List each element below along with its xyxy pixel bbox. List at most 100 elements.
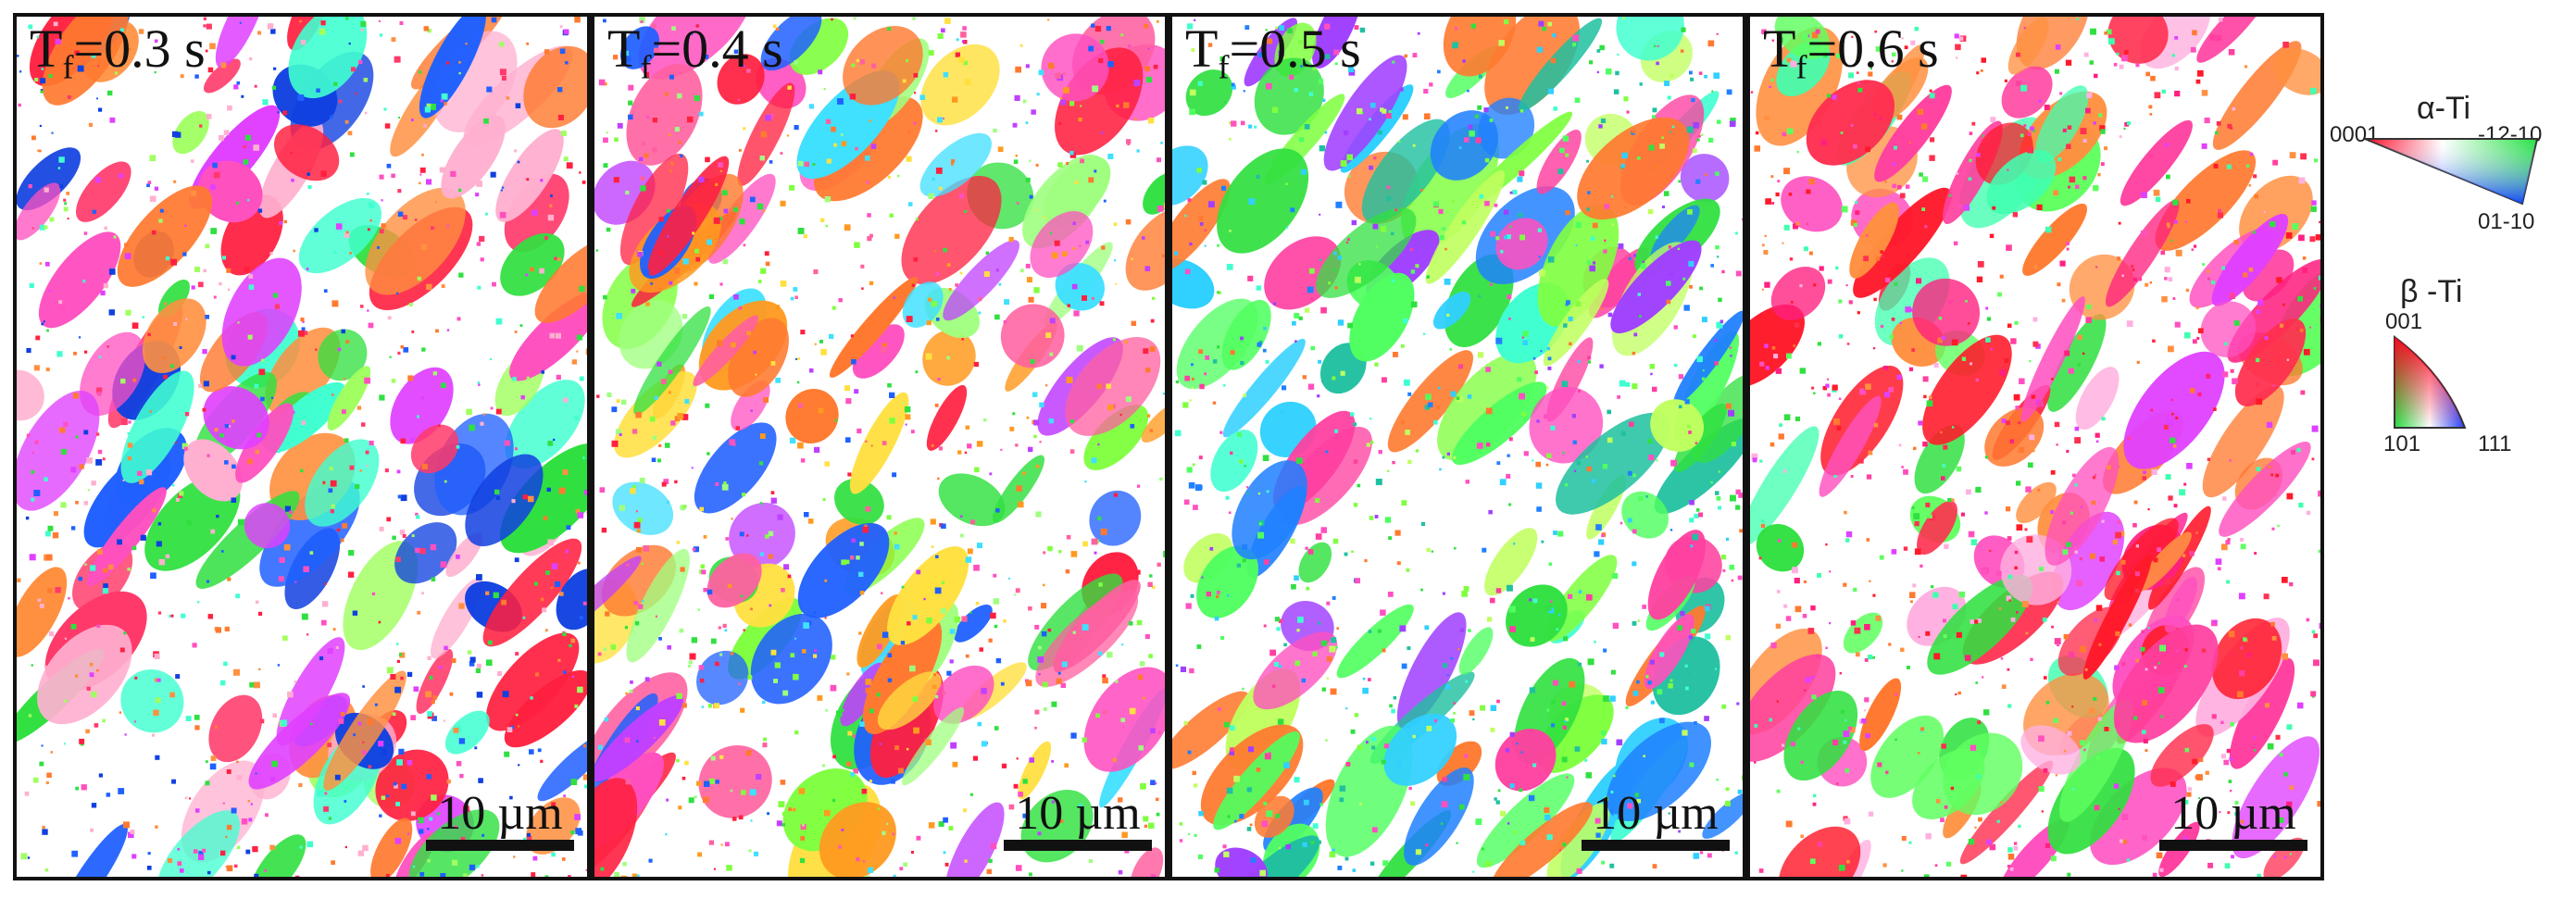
- speckle: [1415, 449, 1419, 453]
- speckle: [1038, 673, 1041, 676]
- speckle: [64, 743, 66, 745]
- speckle: [501, 75, 506, 81]
- speckle: [456, 555, 460, 559]
- speckle: [2093, 121, 2096, 125]
- speckle: [63, 206, 69, 212]
- speckle: [909, 665, 916, 672]
- speckle: [44, 225, 48, 230]
- speckle: [2240, 646, 2244, 650]
- speckle: [2228, 780, 2232, 783]
- speckle: [1175, 380, 1179, 384]
- speckle: [782, 823, 785, 827]
- speckle: [1408, 786, 1412, 791]
- speckle: [417, 610, 421, 615]
- speckle: [1458, 364, 1463, 369]
- speckle: [858, 571, 864, 578]
- speckle: [55, 587, 61, 593]
- speckle: [1546, 708, 1550, 712]
- speckle: [2009, 867, 2014, 871]
- speckle: [1359, 27, 1366, 33]
- speckle: [1013, 783, 1019, 789]
- speckle: [1417, 31, 1420, 35]
- speckle: [445, 61, 450, 65]
- speckle: [1975, 681, 1978, 684]
- grain: [1491, 802, 1593, 877]
- speckle: [1639, 82, 1643, 86]
- speckle: [1689, 762, 1694, 768]
- speckle: [1266, 490, 1269, 493]
- speckle: [933, 250, 937, 253]
- grain: [943, 240, 1019, 321]
- speckle: [1199, 222, 1204, 226]
- speckle: [1598, 539, 1605, 545]
- speckle: [220, 62, 227, 69]
- speckle: [1191, 48, 1195, 52]
- speckle: [2006, 244, 2012, 251]
- speckle: [844, 559, 850, 565]
- speckle: [794, 357, 797, 360]
- speckle: [1112, 767, 1116, 769]
- speckle: [1771, 39, 1775, 42]
- speckle: [1091, 23, 1095, 28]
- speckle: [209, 763, 217, 770]
- speckle: [1346, 154, 1353, 161]
- speckle: [950, 742, 957, 749]
- speckle: [2101, 417, 2106, 421]
- speckle: [185, 318, 188, 321]
- speckle: [1827, 279, 1832, 284]
- speckle: [2238, 593, 2245, 600]
- speckle: [1136, 149, 1140, 153]
- orientation-map: [17, 17, 587, 877]
- speckle: [1520, 751, 1523, 754]
- speckle: [705, 403, 710, 408]
- speckle: [889, 418, 895, 424]
- grain: [594, 556, 642, 637]
- speckle: [1150, 780, 1156, 785]
- speckle: [67, 218, 69, 220]
- speckle: [1230, 350, 1235, 356]
- speckle: [2066, 449, 2070, 453]
- speckle: [1304, 124, 1310, 130]
- speckle: [1124, 340, 1128, 343]
- speckle: [180, 868, 184, 873]
- speckle: [1257, 531, 1264, 539]
- speckle: [386, 667, 394, 674]
- speckle: [1620, 431, 1626, 436]
- speckle: [1095, 713, 1100, 718]
- speckle: [456, 444, 460, 449]
- speckle: [64, 699, 68, 703]
- speckle: [677, 413, 684, 419]
- speckle: [1611, 195, 1614, 198]
- speckle: [1437, 386, 1441, 390]
- grain: [1196, 545, 1258, 618]
- speckle: [1951, 339, 1958, 346]
- speckle: [294, 581, 297, 583]
- speckle: [1407, 459, 1412, 465]
- speckle: [1247, 275, 1254, 281]
- speckle: [707, 704, 713, 708]
- speckle: [545, 570, 550, 575]
- speckle: [1345, 707, 1348, 710]
- speckle: [1047, 19, 1050, 21]
- speckle: [1433, 419, 1438, 425]
- speckle: [1811, 386, 1815, 390]
- speckle: [1559, 147, 1565, 154]
- speckle: [1412, 144, 1416, 147]
- speckle: [1613, 814, 1619, 819]
- speckle: [248, 284, 255, 290]
- speckle: [179, 346, 182, 349]
- speckle: [1715, 171, 1719, 176]
- speckle: [694, 94, 700, 102]
- speckle: [1276, 627, 1281, 631]
- speckle: [838, 844, 842, 849]
- speckle: [1102, 677, 1108, 684]
- speckle: [31, 135, 36, 141]
- speckle: [1636, 798, 1641, 804]
- speckle: [2310, 87, 2317, 94]
- speckle: [2027, 131, 2032, 136]
- speckle: [501, 186, 505, 189]
- grain: [215, 17, 267, 69]
- speckle: [1850, 475, 1854, 478]
- speckle: [1407, 392, 1412, 396]
- speckle: [952, 96, 958, 103]
